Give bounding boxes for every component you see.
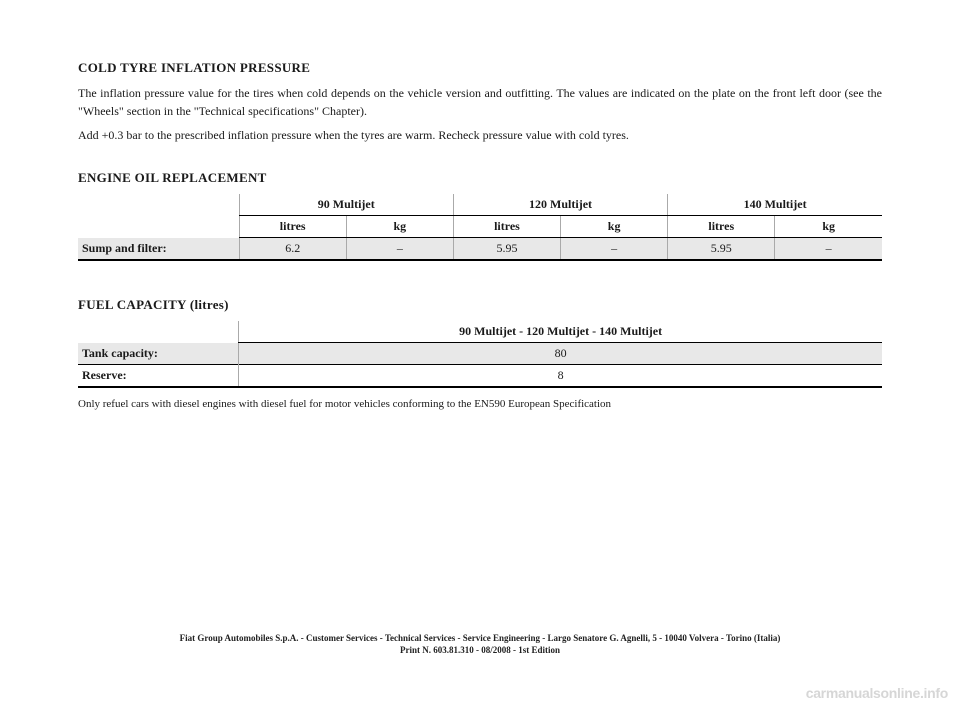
section-title: COLD TYRE INFLATION PRESSURE (78, 60, 882, 76)
sub-header: litres (453, 216, 560, 238)
footer-line: Fiat Group Automobiles S.p.A. - Customer… (0, 632, 960, 645)
footer-line: Print N. 603.81.310 - 08/2008 - 1st Edit… (0, 644, 960, 657)
engine-oil-table: 90 Multijet 120 Multijet 140 Multijet li… (78, 194, 882, 261)
row-label: Sump and filter: (78, 238, 239, 261)
cell: 6.2 (239, 238, 346, 261)
col-header: 90 Multijet - 120 Multijet - 140 Multije… (239, 321, 882, 343)
cell: – (775, 238, 882, 261)
cell: 5.95 (668, 238, 775, 261)
section-title: FUEL CAPACITY (litres) (78, 297, 882, 313)
paragraph: The inflation pressure value for the tir… (78, 84, 882, 120)
cell: – (346, 238, 453, 261)
fuel-capacity-table: 90 Multijet - 120 Multijet - 140 Multije… (78, 321, 882, 388)
cell: 8 (239, 365, 882, 388)
fuel-capacity-section: FUEL CAPACITY (litres) 90 Multijet - 120… (78, 297, 882, 410)
col-header: 90 Multijet (239, 194, 453, 216)
row-label: Reserve: (78, 365, 239, 388)
col-header: 140 Multijet (668, 194, 882, 216)
sub-header: litres (668, 216, 775, 238)
sub-header: kg (346, 216, 453, 238)
cell: – (561, 238, 668, 261)
sub-header: litres (239, 216, 346, 238)
cold-tyre-section: COLD TYRE INFLATION PRESSURE The inflati… (78, 60, 882, 144)
paragraph: Add +0.3 bar to the prescribed inflation… (78, 126, 882, 144)
engine-oil-section: ENGINE OIL REPLACEMENT 90 Multijet 120 M… (78, 170, 882, 261)
section-title: ENGINE OIL REPLACEMENT (78, 170, 882, 186)
cell: 5.95 (453, 238, 560, 261)
sub-header: kg (775, 216, 882, 238)
note: Only refuel cars with diesel engines wit… (78, 398, 882, 410)
page-footer: Fiat Group Automobiles S.p.A. - Customer… (0, 632, 960, 657)
row-label: Tank capacity: (78, 343, 239, 365)
cell: 80 (239, 343, 882, 365)
col-header: 120 Multijet (453, 194, 667, 216)
watermark: carmanualsonline.info (806, 685, 948, 701)
sub-header: kg (561, 216, 668, 238)
